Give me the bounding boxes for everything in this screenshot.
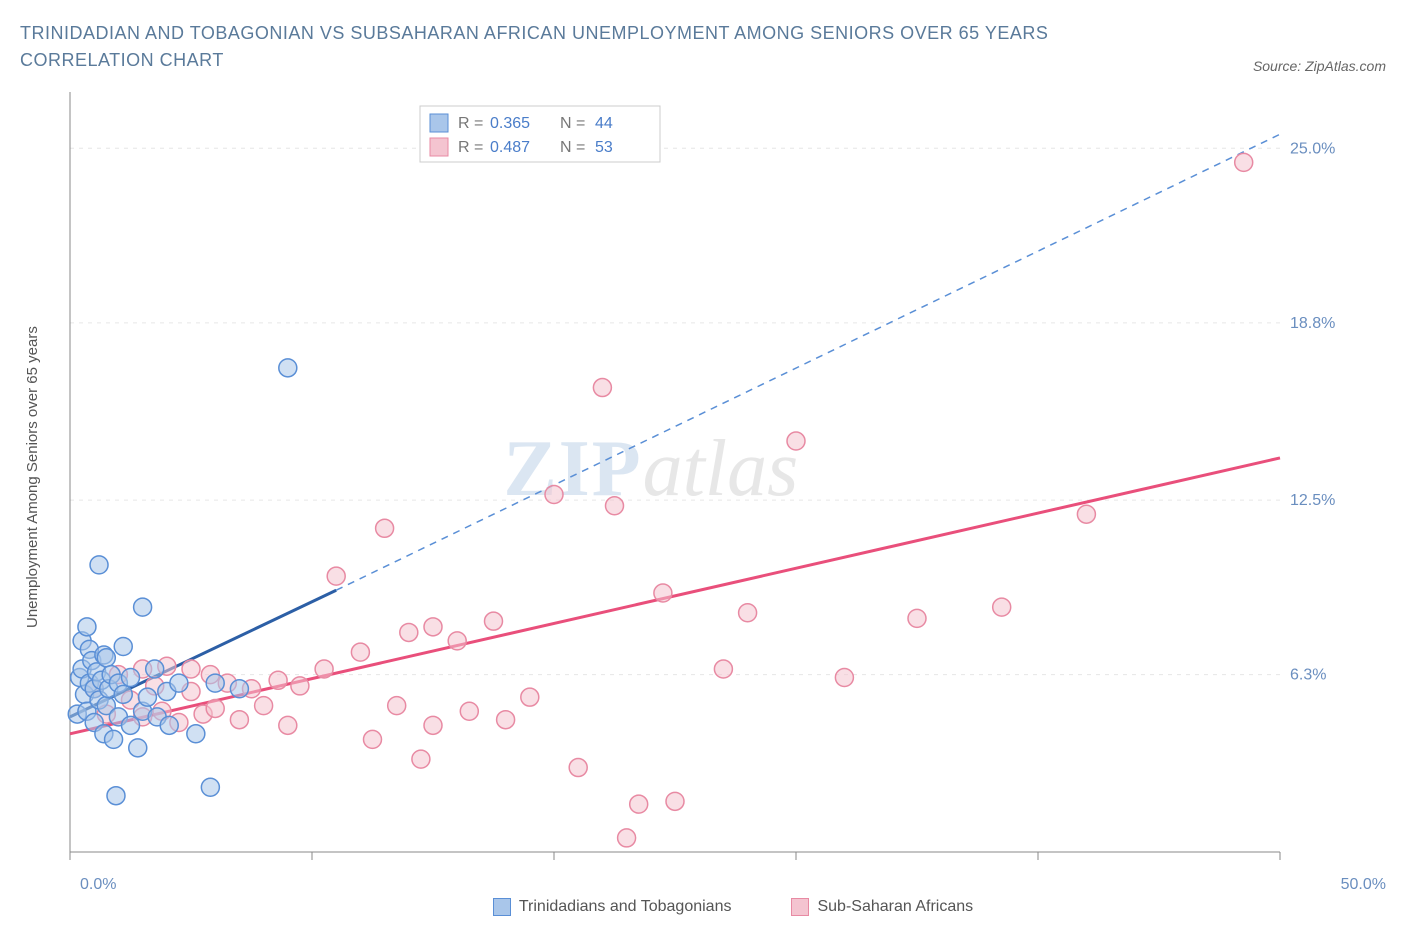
svg-text:R =: R = — [458, 139, 483, 156]
chart-title: TRINIDADIAN AND TOBAGONIAN VS SUBSAHARAN… — [20, 20, 1120, 74]
source-label: Source: ZipAtlas.com — [1253, 58, 1386, 74]
svg-text:12.5%: 12.5% — [1290, 492, 1335, 509]
legend-label-pink: Sub-Saharan Africans — [817, 898, 973, 916]
series-legend: Trinidadians and Tobagonians Sub-Saharan… — [80, 898, 1386, 916]
legend-swatch-blue — [493, 898, 511, 916]
plot-area: ZIPatlas6.3%12.5%18.8%25.0%R =0.365N =44… — [50, 82, 1386, 872]
scatter-plot: ZIPatlas6.3%12.5%18.8%25.0%R =0.365N =44… — [50, 82, 1350, 872]
legend-swatch-pink — [791, 898, 809, 916]
chart-header: TRINIDADIAN AND TOBAGONIAN VS SUBSAHARAN… — [20, 20, 1386, 74]
svg-text:N =: N = — [560, 115, 585, 132]
plot-wrap: Unemployment Among Seniors over 65 years… — [20, 82, 1386, 872]
svg-text:0.365: 0.365 — [490, 115, 530, 132]
svg-text:53: 53 — [595, 139, 613, 156]
x-axis-range-labels: 0.0% 50.0% — [80, 876, 1386, 896]
legend-item-blue: Trinidadians and Tobagonians — [493, 898, 732, 916]
x-axis-max-label: 50.0% — [1341, 876, 1386, 894]
svg-text:6.3%: 6.3% — [1290, 667, 1326, 684]
y-axis-label: Unemployment Among Seniors over 65 years — [20, 82, 50, 872]
svg-text:25.0%: 25.0% — [1290, 140, 1335, 157]
chart-container: TRINIDADIAN AND TOBAGONIAN VS SUBSAHARAN… — [20, 20, 1386, 916]
legend-item-pink: Sub-Saharan Africans — [791, 898, 973, 916]
svg-text:0.487: 0.487 — [490, 139, 530, 156]
legend-label-blue: Trinidadians and Tobagonians — [519, 898, 732, 916]
svg-text:44: 44 — [595, 115, 613, 132]
svg-text:18.8%: 18.8% — [1290, 315, 1335, 332]
svg-text:N =: N = — [560, 139, 585, 156]
x-axis-min-label: 0.0% — [80, 876, 116, 894]
svg-text:R =: R = — [458, 115, 483, 132]
